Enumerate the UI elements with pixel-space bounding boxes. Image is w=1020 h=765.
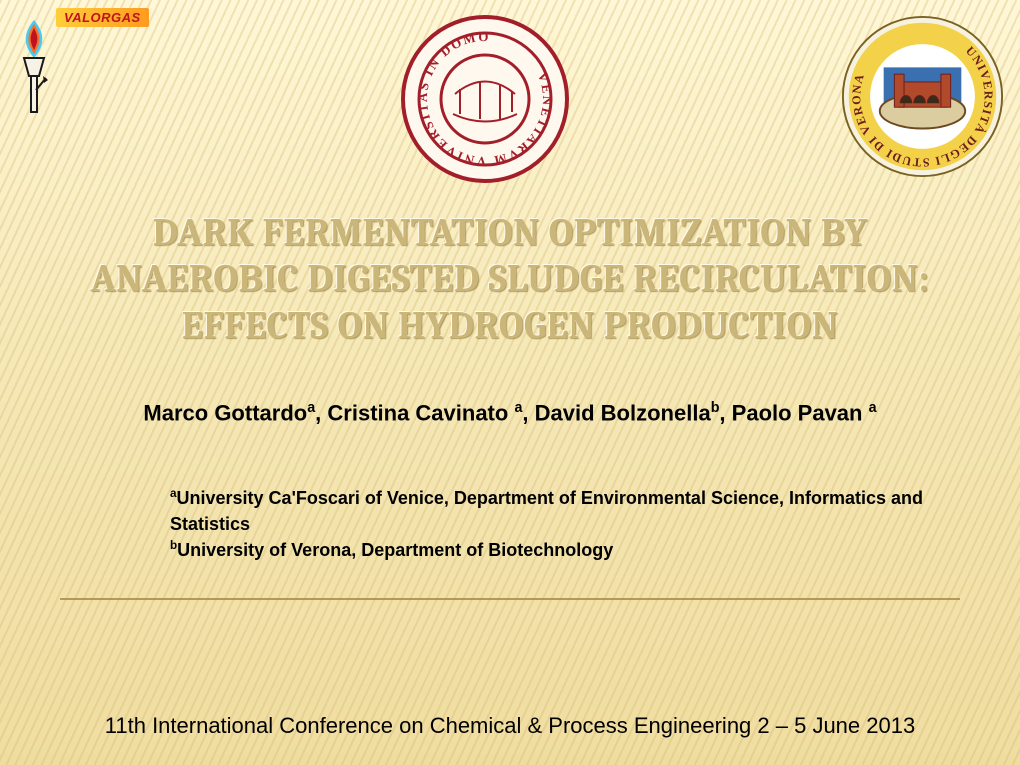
horizontal-divider: [60, 598, 960, 600]
affiliations-block: aUniversity Ca'Foscari of Venice, Depart…: [170, 485, 990, 563]
slide-root: VALORGAS VENETIARVM VNIVERSITAS IN DOMO …: [0, 0, 1020, 765]
author-2: Cristina Cavinato: [327, 400, 508, 425]
title-line-2: ANAEROBIC DIGESTED SLUDGE RECIRCULATION:: [0, 256, 1020, 302]
author-3-aff: b: [711, 400, 720, 416]
title-line-1: DARK FERMENTATION OPTIMIZATION BY: [0, 210, 1020, 256]
conference-footer: 11th International Conference on Chemica…: [0, 713, 1020, 739]
author-1-aff: a: [307, 400, 315, 416]
affiliation-a-text: University Ca'Foscari of Venice, Departm…: [170, 488, 923, 534]
affiliation-b-text: University of Verona, Department of Biot…: [177, 540, 613, 560]
university-verona-seal-icon: UNIVERSITÀ DEGLI STUDI DI VERONA: [840, 14, 1005, 179]
author-1: Marco Gottardo: [143, 400, 307, 425]
university-venice-seal-icon: VENETIARVM VNIVERSITAS IN DOMO FOSCARI: [400, 14, 570, 184]
authors-line: Marco Gottardoa, Cristina Cavinato a, Da…: [0, 400, 1020, 426]
affiliation-b: bUniversity of Verona, Department of Bio…: [170, 537, 990, 563]
valorgas-badge: VALORGAS: [56, 8, 149, 27]
affiliation-a: aUniversity Ca'Foscari of Venice, Depart…: [170, 485, 990, 537]
author-3: David Bolzonella: [535, 400, 711, 425]
author-4: Paolo Pavan: [732, 400, 863, 425]
author-4-aff: a: [869, 400, 877, 416]
author-2-aff: a: [514, 400, 522, 416]
title-line-3: EFFECTS ON HYDROGEN PRODUCTION: [0, 303, 1020, 349]
presentation-title: DARK FERMENTATION OPTIMIZATION BY ANAERO…: [0, 210, 1020, 349]
torch-flame-icon: [14, 18, 54, 128]
